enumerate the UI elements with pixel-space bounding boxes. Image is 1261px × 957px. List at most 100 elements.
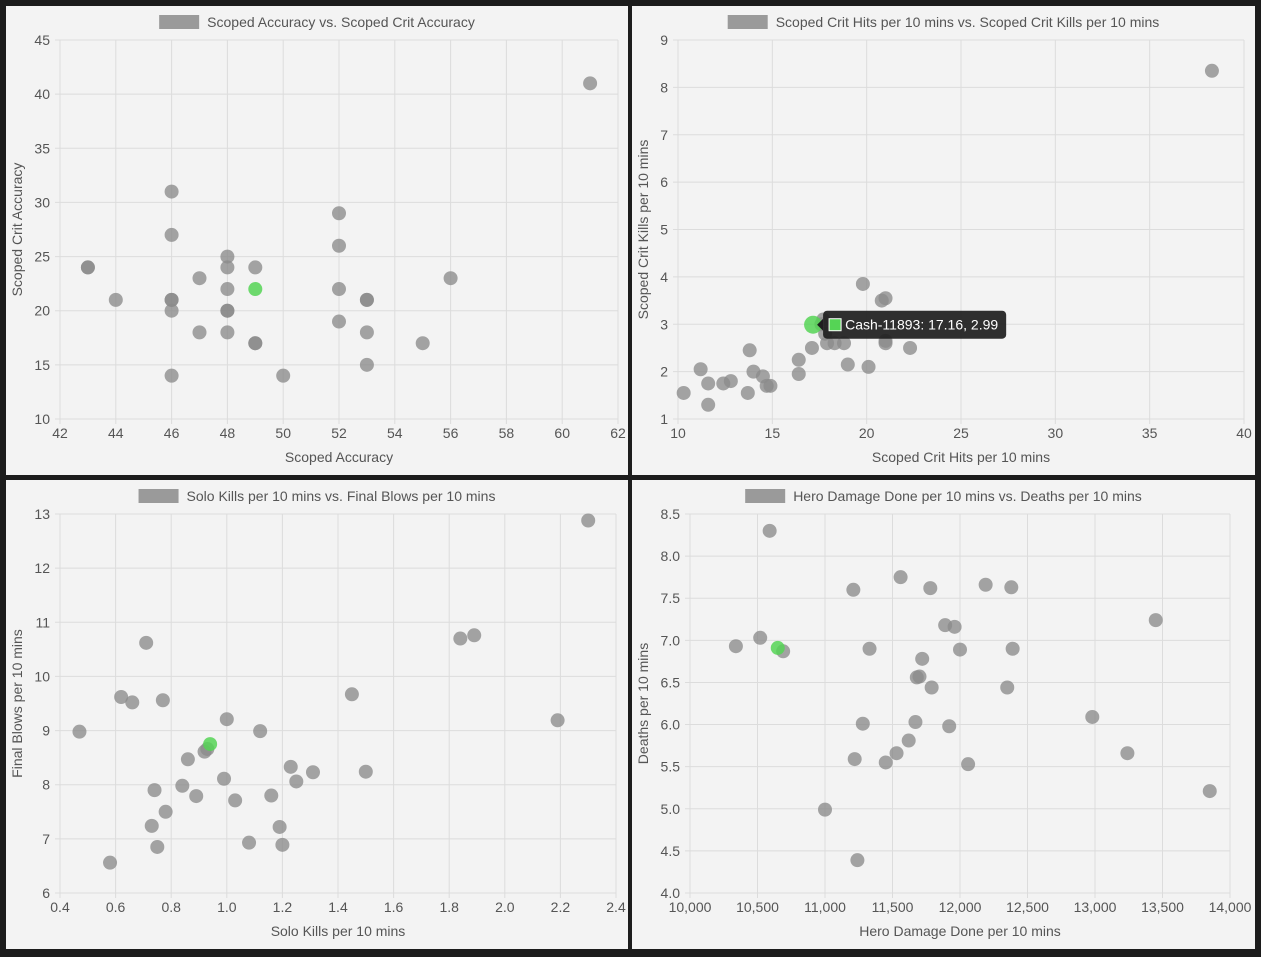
data-point[interactable] xyxy=(192,325,207,340)
data-point[interactable] xyxy=(1204,63,1219,78)
data-point[interactable] xyxy=(158,804,173,819)
data-point[interactable] xyxy=(144,818,159,833)
data-point[interactable] xyxy=(583,76,598,91)
data-point[interactable] xyxy=(217,771,232,786)
data-point[interactable] xyxy=(276,368,291,383)
data-point[interactable] xyxy=(220,249,235,264)
data-point[interactable] xyxy=(878,755,893,770)
data-point[interactable] xyxy=(332,206,346,221)
data-point[interactable] xyxy=(1202,784,1217,799)
data-point[interactable] xyxy=(901,733,916,748)
data-point[interactable] xyxy=(332,282,346,297)
data-point[interactable] xyxy=(147,783,162,798)
data-point[interactable] xyxy=(676,385,691,400)
data-point[interactable] xyxy=(1000,680,1015,695)
data-point[interactable] xyxy=(942,719,957,734)
data-point[interactable] xyxy=(550,713,565,728)
data-point[interactable] xyxy=(1085,709,1100,724)
data-point[interactable] xyxy=(862,641,877,656)
highlighted-point[interactable] xyxy=(248,282,263,297)
data-point[interactable] xyxy=(275,837,290,852)
data-point[interactable] xyxy=(923,581,938,596)
data-point[interactable] xyxy=(1148,613,1163,628)
data-point[interactable] xyxy=(114,690,129,705)
data-point[interactable] xyxy=(915,651,930,666)
data-point[interactable] xyxy=(305,765,320,780)
data-point[interactable] xyxy=(701,376,716,391)
data-point[interactable] xyxy=(164,184,179,199)
data-point[interactable] xyxy=(791,352,806,367)
data-point[interactable] xyxy=(125,695,140,710)
data-point[interactable] xyxy=(359,357,374,372)
legend[interactable]: Hero Damage Done per 10 mins vs. Deaths … xyxy=(745,488,1142,504)
data-point[interactable] xyxy=(242,835,257,850)
data-point[interactable] xyxy=(855,276,870,291)
data-point[interactable] xyxy=(762,523,777,538)
data-point[interactable] xyxy=(889,746,904,761)
data-point[interactable] xyxy=(443,271,458,286)
data-point[interactable] xyxy=(150,839,165,854)
data-point[interactable] xyxy=(289,774,304,789)
legend[interactable]: Scoped Crit Hits per 10 mins vs. Scoped … xyxy=(727,14,1160,30)
highlighted-point[interactable] xyxy=(804,315,823,334)
data-point[interactable] xyxy=(220,303,235,318)
data-point[interactable] xyxy=(344,687,359,702)
data-point[interactable] xyxy=(1120,746,1135,761)
data-point[interactable] xyxy=(847,752,862,767)
data-point[interactable] xyxy=(723,374,738,389)
data-point[interactable] xyxy=(164,292,179,307)
data-point[interactable] xyxy=(248,260,263,275)
data-point[interactable] xyxy=(740,385,755,400)
data-point[interactable] xyxy=(924,680,939,695)
data-point[interactable] xyxy=(850,853,865,868)
data-point[interactable] xyxy=(192,271,207,286)
data-point[interactable] xyxy=(228,793,243,808)
data-point[interactable] xyxy=(164,303,179,318)
data-point[interactable] xyxy=(753,630,768,645)
data-point[interactable] xyxy=(332,238,346,253)
data-point[interactable] xyxy=(840,357,855,372)
data-point[interactable] xyxy=(728,639,743,654)
data-point[interactable] xyxy=(139,635,154,650)
data-point[interactable] xyxy=(453,631,468,646)
data-point[interactable] xyxy=(855,716,870,731)
data-point[interactable] xyxy=(953,642,967,657)
data-point[interactable] xyxy=(693,362,708,377)
data-point[interactable] xyxy=(283,759,298,774)
data-point[interactable] xyxy=(189,789,204,804)
data-point[interactable] xyxy=(861,359,876,374)
data-point[interactable] xyxy=(108,292,123,307)
data-point[interactable] xyxy=(804,340,819,355)
data-point[interactable] xyxy=(264,788,279,803)
data-point[interactable] xyxy=(220,260,235,275)
data-point[interactable] xyxy=(220,325,235,340)
data-point[interactable] xyxy=(332,314,346,329)
data-point[interactable] xyxy=(763,378,778,393)
data-point[interactable] xyxy=(175,778,190,793)
data-point[interactable] xyxy=(818,802,832,817)
data-point[interactable] xyxy=(581,513,596,528)
legend[interactable]: Scoped Accuracy vs. Scoped Crit Accuracy xyxy=(159,14,475,30)
data-point[interactable] xyxy=(978,577,993,592)
data-point[interactable] xyxy=(947,619,962,634)
data-point[interactable] xyxy=(878,336,893,351)
data-point[interactable] xyxy=(164,368,179,383)
data-point[interactable] xyxy=(742,343,757,358)
data-point[interactable] xyxy=(180,752,195,767)
data-point[interactable] xyxy=(837,336,852,351)
data-point[interactable] xyxy=(467,628,482,643)
data-point[interactable] xyxy=(1005,641,1020,656)
data-point[interactable] xyxy=(893,570,908,585)
data-point[interactable] xyxy=(164,227,179,242)
data-point[interactable] xyxy=(272,819,287,834)
data-point[interactable] xyxy=(1004,580,1019,595)
data-point[interactable] xyxy=(908,715,923,730)
data-point[interactable] xyxy=(219,712,234,727)
data-point[interactable] xyxy=(80,260,95,275)
legend[interactable]: Solo Kills per 10 mins vs. Final Blows p… xyxy=(138,488,496,504)
data-point[interactable] xyxy=(358,764,373,779)
data-point[interactable] xyxy=(220,282,235,297)
data-point[interactable] xyxy=(253,724,268,739)
data-point[interactable] xyxy=(72,724,87,739)
data-point[interactable] xyxy=(878,291,893,306)
